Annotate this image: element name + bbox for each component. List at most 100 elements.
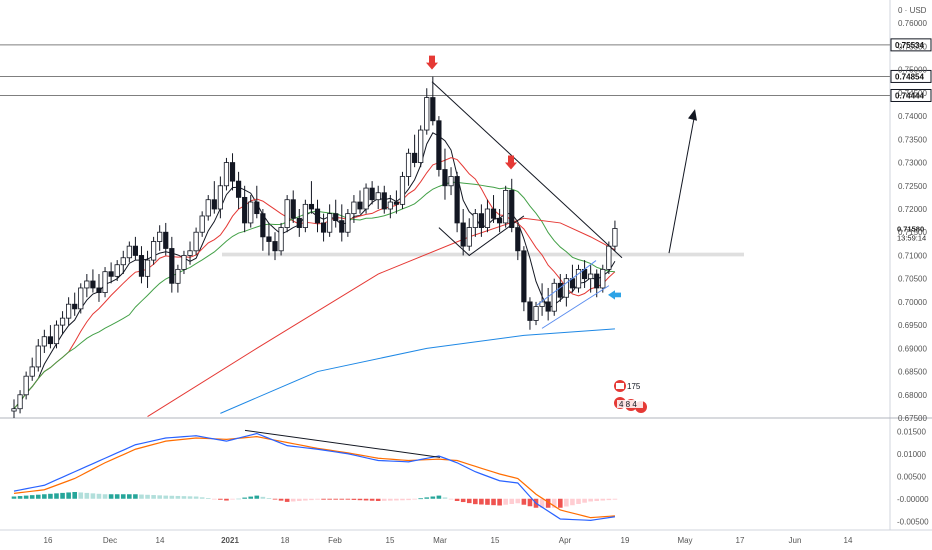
moving-average-line[interactable] <box>220 328 615 414</box>
macd-histogram-bar[interactable] <box>497 498 502 506</box>
divergence-trendline[interactable] <box>244 429 441 458</box>
macd-histogram-bar[interactable] <box>479 498 484 505</box>
candle[interactable] <box>418 129 424 163</box>
macd-histogram-bar[interactable] <box>102 494 108 499</box>
candle[interactable] <box>575 268 582 289</box>
macd-histogram-bar[interactable] <box>290 498 296 502</box>
candle[interactable] <box>430 97 436 122</box>
macd-histogram-bar[interactable] <box>72 492 77 499</box>
candle[interactable] <box>29 366 35 377</box>
candle[interactable] <box>66 303 72 319</box>
support-zone[interactable] <box>222 252 744 257</box>
macd-histogram-bar[interactable] <box>321 498 326 500</box>
candle[interactable] <box>302 203 308 228</box>
macd-histogram-bar[interactable] <box>193 496 199 499</box>
macd-histogram-bar[interactable] <box>278 498 284 501</box>
macd-histogram-bar[interactable] <box>242 497 247 499</box>
macd-histogram-bar[interactable] <box>272 498 278 500</box>
macd-histogram-bar[interactable] <box>473 498 478 505</box>
macd-histogram-bar[interactable] <box>406 498 411 501</box>
macd-histogram-bar[interactable] <box>412 498 417 500</box>
macd-histogram-bar[interactable] <box>315 498 320 500</box>
candle[interactable] <box>612 228 618 247</box>
macd-histogram-bar[interactable] <box>260 496 266 499</box>
candle[interactable] <box>78 287 84 310</box>
candle[interactable] <box>478 213 484 228</box>
macd-histogram-bar[interactable] <box>515 498 521 504</box>
macd-histogram-bar[interactable] <box>42 494 47 499</box>
candle[interactable] <box>248 201 254 224</box>
macd-histogram-bar[interactable] <box>48 493 53 499</box>
candle[interactable] <box>460 222 466 247</box>
candle[interactable] <box>266 236 272 242</box>
candle[interactable] <box>375 192 381 201</box>
macd-histogram-bar[interactable] <box>594 498 600 501</box>
candle[interactable] <box>187 250 193 256</box>
candle[interactable] <box>436 120 442 170</box>
down-arrow-icon[interactable] <box>505 155 517 170</box>
candle[interactable] <box>229 162 236 182</box>
macd-histogram-bar[interactable] <box>369 498 375 501</box>
triangle-pattern[interactable] <box>438 215 525 257</box>
candle[interactable] <box>235 180 242 198</box>
candle[interactable] <box>193 231 199 252</box>
candle[interactable] <box>132 245 138 256</box>
candle[interactable] <box>17 394 23 410</box>
macd-histogram-bar[interactable] <box>205 498 211 499</box>
candle[interactable] <box>157 231 163 242</box>
candle[interactable] <box>284 199 290 228</box>
macd-histogram-bar[interactable] <box>345 498 351 500</box>
candle[interactable] <box>242 196 248 224</box>
candle[interactable] <box>594 273 600 289</box>
macd-histogram-bar[interactable] <box>309 498 314 501</box>
candle[interactable] <box>138 255 145 277</box>
macd-histogram-bar[interactable] <box>133 494 138 499</box>
macd-histogram-bar[interactable] <box>254 495 260 499</box>
candle[interactable] <box>120 257 126 266</box>
macd-histogram-bar[interactable] <box>296 498 302 501</box>
candle[interactable] <box>11 408 17 412</box>
macd-histogram-bar[interactable] <box>187 496 193 499</box>
candle[interactable] <box>290 199 296 219</box>
macd-histogram-bar[interactable] <box>375 498 381 501</box>
down-arrow-icon[interactable] <box>426 55 438 70</box>
candle[interactable] <box>90 280 96 289</box>
candle[interactable] <box>503 190 509 224</box>
candle[interactable] <box>369 187 375 201</box>
candle[interactable] <box>151 241 157 261</box>
macd-line[interactable] <box>13 432 616 521</box>
macd-histogram-bar[interactable] <box>29 495 35 499</box>
macd-histogram-bar[interactable] <box>418 498 423 500</box>
macd-signal-line[interactable] <box>13 436 615 519</box>
macd-histogram-bar[interactable] <box>394 498 399 501</box>
candle[interactable] <box>339 220 345 233</box>
candle[interactable] <box>108 271 114 277</box>
candle[interactable] <box>47 336 54 345</box>
candle[interactable] <box>314 208 321 224</box>
candle[interactable] <box>163 231 169 249</box>
macd-histogram-bar[interactable] <box>527 498 533 507</box>
macd-histogram-bar[interactable] <box>545 498 551 508</box>
macd-histogram-bar[interactable] <box>84 492 90 499</box>
channel-upper-line[interactable] <box>536 260 597 306</box>
macd-histogram-bar[interactable] <box>339 498 345 500</box>
candle[interactable] <box>515 227 521 252</box>
candle[interactable] <box>169 248 175 284</box>
macd-histogram-bar[interactable] <box>212 498 217 500</box>
candle[interactable] <box>466 227 472 247</box>
candle[interactable] <box>399 176 406 205</box>
candle[interactable] <box>472 213 478 228</box>
macd-histogram-bar[interactable] <box>582 498 587 503</box>
moving-average-line[interactable] <box>13 181 615 410</box>
level-price-tag[interactable] <box>890 38 932 52</box>
macd-histogram-bar[interactable] <box>151 495 156 499</box>
moving-average-line[interactable] <box>13 132 616 410</box>
macd-histogram-bar[interactable] <box>96 493 102 499</box>
macd-histogram-bar[interactable] <box>333 498 339 500</box>
macd-histogram-bar[interactable] <box>454 498 460 501</box>
candle[interactable] <box>351 201 357 215</box>
events-markers[interactable]: 175 4 8 4 <box>614 380 647 413</box>
candle[interactable] <box>96 287 102 294</box>
macd-histogram-bar[interactable] <box>612 498 618 500</box>
